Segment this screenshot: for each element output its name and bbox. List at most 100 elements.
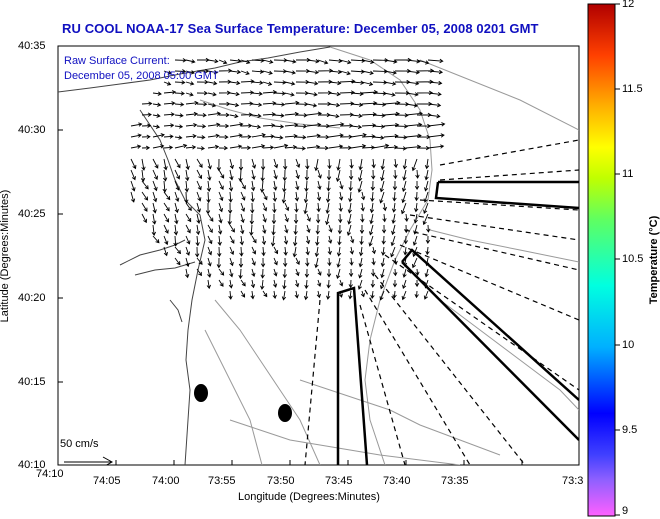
current-arrow: [229, 58, 242, 64]
current-arrow: [174, 113, 184, 118]
current-arrow: [196, 169, 203, 180]
current-arrow: [306, 59, 320, 64]
current-arrow: [240, 112, 253, 117]
current-arrow: [317, 90, 333, 96]
current-arrow: [229, 144, 243, 149]
current-arrow: [207, 70, 219, 75]
current-arrow: [371, 246, 377, 255]
current-arrow: [358, 169, 363, 182]
current-arrow: [152, 235, 160, 244]
current-arrow: [174, 169, 181, 180]
current-arrow: [174, 80, 186, 85]
current-arrow: [350, 132, 367, 138]
current-arrow: [174, 91, 185, 96]
current-arrow: [173, 224, 179, 236]
current-arrow: [163, 134, 174, 139]
current-arrow: [391, 202, 397, 213]
current-arrow: [207, 122, 221, 127]
current-arrow: [184, 191, 189, 204]
colorbar-label: Temperature (°C): [648, 215, 660, 304]
current-arrow: [414, 279, 420, 288]
current-arrow: [251, 235, 257, 244]
current-arrow: [284, 70, 296, 75]
current-arrow: [141, 180, 149, 190]
current-arrow: [294, 290, 299, 299]
current-arrow: [339, 279, 344, 287]
current-arrow: [350, 235, 355, 244]
current-arrow: [130, 133, 142, 138]
current-arrow: [328, 235, 333, 244]
scale-label: 50 cm/s: [60, 438, 99, 450]
current-arrow: [293, 224, 298, 236]
current-arrow: [262, 112, 276, 117]
current-arrow: [283, 246, 288, 256]
current-arrow: [370, 279, 376, 288]
current-arrow: [262, 213, 267, 223]
current-arrow: [350, 80, 365, 85]
current-arrow: [361, 123, 377, 128]
current-arrow: [163, 158, 168, 171]
current-arrow: [207, 169, 212, 181]
current-arrow: [393, 268, 398, 277]
current-arrow: [350, 113, 363, 119]
current-arrow: [427, 122, 446, 127]
current-arrow: [303, 290, 309, 301]
x-tick: 74:05: [93, 475, 121, 487]
shipping-lanes: [336, 180, 579, 465]
current-arrow: [328, 102, 341, 108]
current-arrow: [174, 58, 187, 63]
current-arrow: [262, 134, 275, 139]
current-arrow: [196, 113, 207, 118]
current-arrow: [306, 213, 311, 222]
current-arrow: [163, 224, 169, 234]
current-arrow: [295, 169, 300, 180]
current-arrow: [380, 169, 385, 182]
colorbar-tick: 10: [622, 339, 635, 351]
y-tick: 40:20: [18, 292, 46, 304]
current-arrow: [371, 257, 376, 266]
current-arrow: [251, 91, 263, 96]
current-arrow: [304, 180, 309, 193]
current-arrow: [405, 92, 419, 97]
colorbar-ticks: [615, 3, 620, 516]
current-arrow: [207, 213, 214, 222]
current-arrow: [206, 279, 211, 290]
current-arrow: [141, 101, 153, 106]
current-arrow: [207, 103, 217, 108]
current-arrow: [251, 257, 256, 266]
current-arrow: [240, 123, 253, 128]
current-arrow: [347, 202, 352, 214]
current-arrow: [130, 169, 136, 181]
current-arrow: [163, 101, 176, 106]
current-arrow: [370, 191, 375, 203]
current-arrow: [174, 135, 183, 140]
colorbar-tick: 11: [622, 168, 634, 180]
current-arrow: [349, 246, 354, 255]
current-arrow: [272, 279, 278, 288]
colorbar-tick: 9.5: [622, 424, 638, 436]
current-arrow: [350, 91, 364, 96]
current-arrow: [185, 158, 190, 171]
current-arrow: [262, 224, 267, 234]
current-arrow: [338, 191, 344, 201]
current-arrow: [184, 268, 190, 279]
current-arrow: [360, 290, 366, 298]
current-arrow: [130, 180, 136, 192]
current-arrow: [303, 191, 309, 204]
current-arrow: [207, 268, 212, 278]
current-arrow: [273, 268, 278, 277]
current-arrow: [273, 124, 285, 129]
current-arrow: [207, 224, 213, 234]
current-arrow: [270, 235, 276, 247]
current-arrow: [250, 290, 255, 300]
current-arrow: [401, 180, 407, 193]
current-arrow: [336, 158, 341, 171]
current-arrow: [325, 191, 331, 203]
map-title: RU COOL NOAA-17 Sea Surface Temperature:…: [62, 21, 539, 36]
current-arrow: [326, 279, 331, 289]
current-arrow: [152, 180, 158, 192]
current-arrow: [262, 290, 268, 298]
colorbar-tick: 11.5: [622, 83, 643, 95]
current-arrow: [414, 191, 419, 202]
current-arrow: [414, 180, 420, 191]
